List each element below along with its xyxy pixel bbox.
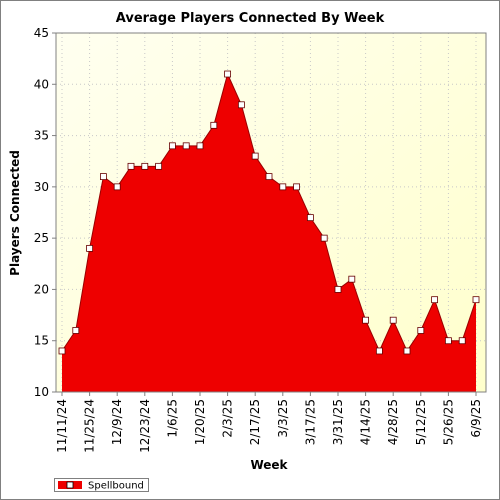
- x-tick-label: 12/9/24: [110, 399, 124, 445]
- x-tick-label: 5/26/25: [441, 399, 455, 445]
- y-tick-label: 10: [34, 385, 49, 399]
- data-point: [237, 101, 245, 109]
- data-point: [251, 152, 259, 160]
- data-point: [375, 347, 383, 355]
- x-tick-label: 6/9/25: [469, 399, 483, 438]
- y-tick-label: 20: [34, 282, 49, 296]
- y-tick-label: 45: [34, 26, 49, 40]
- data-point: [417, 327, 425, 334]
- data-point: [113, 183, 121, 191]
- data-point: [293, 183, 301, 191]
- x-tick-label: 12/23/24: [138, 399, 152, 453]
- chart-title: Average Players Connected By Week: [116, 11, 385, 26]
- legend-marker: [66, 481, 74, 489]
- area-fill: [62, 74, 476, 393]
- data-point: [348, 275, 356, 283]
- data-point: [168, 142, 176, 150]
- x-tick-label: 5/12/25: [414, 399, 428, 445]
- x-axis-label: Week: [250, 458, 288, 472]
- data-point: [472, 296, 480, 304]
- x-tick-label: 4/14/25: [359, 399, 373, 445]
- data-point: [210, 121, 218, 129]
- data-point: [86, 244, 93, 252]
- data-point: [100, 173, 107, 181]
- data-point: [389, 316, 397, 324]
- data-point: [155, 162, 163, 170]
- data-point: [58, 347, 66, 355]
- y-tick-label: 25: [34, 231, 49, 245]
- legend-label: Spellbound: [88, 481, 144, 492]
- y-tick-label: 35: [34, 129, 49, 143]
- data-point: [127, 162, 135, 170]
- x-tick-label: 3/3/25: [276, 399, 290, 438]
- y-axis-ticks: 10 15 20 25 30 35 40 45: [34, 26, 56, 399]
- data-point: [196, 142, 204, 150]
- x-tick-label: 3/31/25: [331, 399, 345, 445]
- x-tick-label: 11/25/24: [83, 399, 97, 453]
- data-point: [182, 142, 190, 150]
- data-point: [362, 316, 370, 324]
- data-point: [265, 173, 273, 181]
- y-tick-label: 30: [34, 180, 49, 194]
- data-point: [403, 347, 411, 355]
- x-tick-label: 1/20/25: [193, 399, 207, 445]
- y-axis-label: Players Connected: [8, 150, 22, 276]
- x-tick-label: 1/6/25: [165, 399, 179, 438]
- y-tick-label: 15: [34, 334, 49, 348]
- x-tick-label: 11/11/24: [55, 399, 69, 453]
- x-tick-label: 3/17/25: [303, 399, 317, 445]
- x-tick-label: 2/3/25: [221, 399, 235, 438]
- data-point: [431, 296, 439, 304]
- data-point: [224, 70, 232, 78]
- data-point: [141, 162, 149, 170]
- y-tick-label: 40: [34, 77, 49, 91]
- data-point: [334, 286, 342, 293]
- x-axis-ticks: 11/11/24 11/25/24 12/9/24 12/23/24 1/6/25 1/2…: [55, 392, 483, 453]
- legend: Spellbound: [54, 478, 149, 492]
- data-point: [279, 183, 287, 191]
- x-tick-label: 2/17/25: [248, 399, 262, 445]
- data-point: [306, 214, 314, 222]
- x-tick-label: 4/28/25: [386, 399, 400, 445]
- data-point: [320, 234, 328, 242]
- plot-border: [55, 32, 487, 393]
- data-point: [72, 327, 80, 334]
- data-point: [444, 337, 452, 345]
- series-layer: [58, 70, 480, 393]
- data-point: [458, 337, 466, 345]
